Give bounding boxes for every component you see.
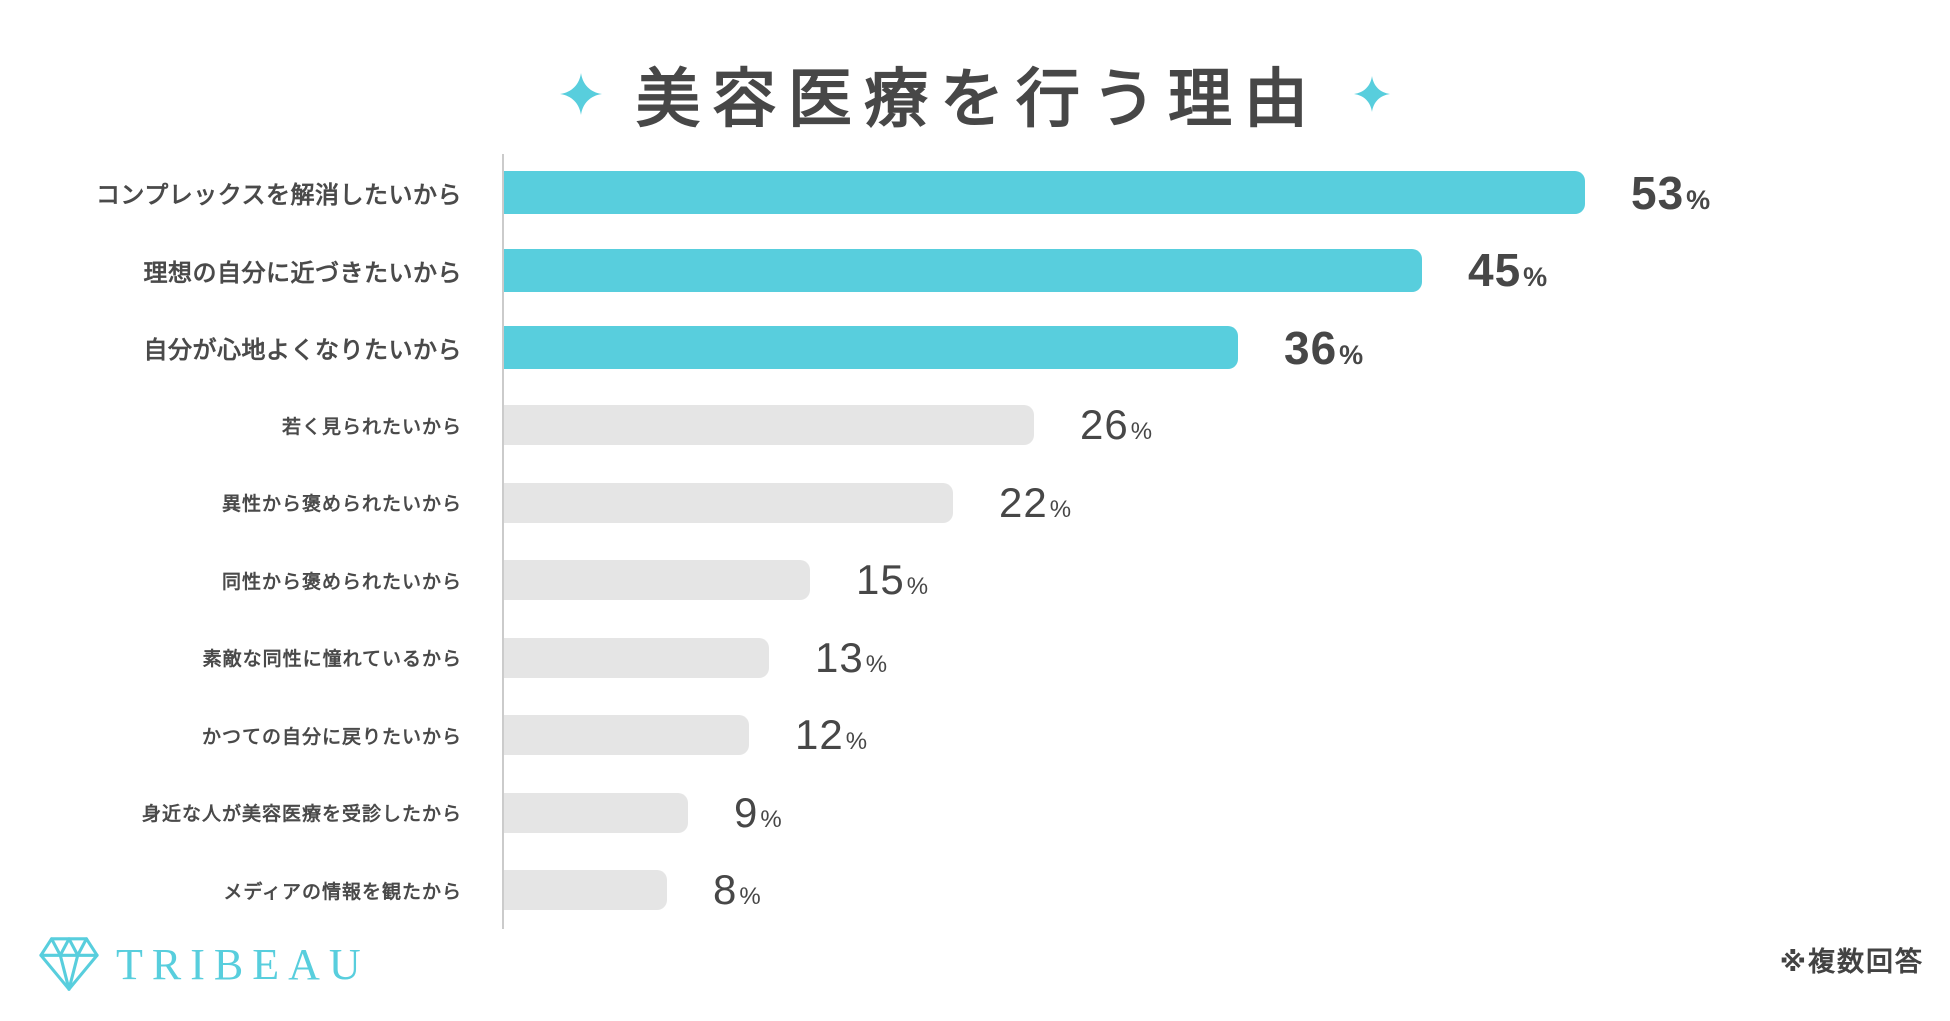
value-unit: %	[1686, 184, 1711, 215]
footnote: ※複数回答	[1779, 947, 1924, 977]
value-number: 12	[795, 711, 844, 759]
bar	[504, 405, 1034, 446]
bar	[504, 560, 810, 601]
bar-area: 26 %	[482, 401, 1950, 449]
bar	[504, 792, 688, 833]
value-unit: %	[1130, 418, 1153, 446]
bar	[504, 482, 953, 523]
page-title: 美容医療を行う理由	[636, 63, 1320, 135]
value-unit: %	[739, 883, 761, 911]
value-unit: %	[1339, 339, 1364, 370]
value-label: 53 %	[1631, 166, 1710, 220]
diamond-icon	[38, 935, 100, 993]
sparkle-icon	[1354, 72, 1390, 116]
category-label: 異性から褒められたいから	[221, 494, 462, 516]
brand-wordmark: TRIBEAU	[116, 939, 370, 989]
chart-row: 素敵な同性に憧れているから 13 %	[0, 619, 1950, 697]
chart-row: 異性から褒められたいから 22 %	[0, 464, 1950, 542]
bar-chart-rows: コンプレックスを解消したいから 53 % 理想の自分に近づきたいから 45 % …	[0, 154, 1950, 929]
bar-area: 53 %	[482, 166, 1950, 220]
value-number: 26	[1080, 401, 1129, 449]
chart-header: 美容医療を行う理由	[0, 0, 1950, 140]
brand-logo: TRIBEAU	[38, 935, 370, 993]
chart-row: 同性から褒められたいから 15 %	[0, 542, 1950, 620]
value-label: 26 %	[1080, 401, 1152, 449]
value-number: 9	[734, 788, 759, 836]
chart-row: かつての自分に戻りたいから 12 %	[0, 697, 1950, 775]
category-label: 若く見られたいから	[281, 416, 462, 438]
category-label: コンプレックスを解消したいから	[95, 182, 462, 210]
bar-chart: コンプレックスを解消したいから 53 % 理想の自分に近づきたいから 45 % …	[0, 154, 1950, 929]
bar-area: 22 %	[482, 479, 1950, 527]
chart-row: 自分が心地よくなりたいから 36 %	[0, 309, 1950, 387]
bar	[504, 715, 749, 756]
chart-row: 若く見られたいから 26 %	[0, 387, 1950, 465]
bar	[504, 326, 1238, 370]
value-number: 15	[856, 556, 905, 604]
value-number: 8	[713, 866, 738, 914]
chart-row: メディアの情報を観たから 8 %	[0, 852, 1950, 930]
value-number: 45	[1468, 244, 1522, 297]
bar-area: 8 %	[482, 866, 1950, 914]
category-label: 同性から褒められたいから	[221, 571, 462, 593]
bar	[504, 870, 667, 911]
bar-area: 45 %	[482, 243, 1950, 297]
bar-area: 13 %	[482, 634, 1950, 682]
value-unit: %	[1523, 262, 1548, 293]
bar	[504, 171, 1585, 215]
category-label: メディアの情報を観たから	[223, 881, 462, 903]
value-number: 53	[1631, 166, 1685, 219]
chart-row: コンプレックスを解消したいから 53 %	[0, 154, 1950, 232]
y-axis-line	[502, 154, 504, 929]
value-label: 12 %	[795, 711, 867, 759]
bar-area: 9 %	[482, 789, 1950, 837]
bar-area: 15 %	[482, 556, 1950, 604]
category-label: かつての自分に戻りたいから	[201, 726, 462, 748]
value-unit: %	[906, 573, 929, 601]
value-label: 45 %	[1468, 243, 1547, 297]
chart-row: 理想の自分に近づきたいから 45 %	[0, 232, 1950, 310]
value-label: 8 %	[713, 866, 761, 914]
value-number: 22	[999, 478, 1048, 526]
value-label: 15 %	[856, 556, 928, 604]
value-label: 13 %	[815, 634, 887, 682]
value-number: 36	[1284, 321, 1338, 374]
bar	[504, 637, 769, 678]
chart-row: 身近な人が美容医療を受診したから 9 %	[0, 774, 1950, 852]
category-label: 素敵な同性に憧れているから	[202, 649, 462, 671]
value-unit: %	[865, 650, 888, 678]
bar	[504, 248, 1422, 292]
value-label: 36 %	[1284, 321, 1363, 375]
value-unit: %	[845, 728, 868, 756]
value-unit: %	[1049, 495, 1072, 523]
category-label: 身近な人が美容医療を受診したから	[141, 804, 462, 826]
category-label: 理想の自分に近づきたいから	[143, 259, 462, 287]
value-number: 13	[815, 633, 864, 681]
bar-area: 36 %	[482, 321, 1950, 375]
value-label: 22 %	[999, 479, 1071, 527]
category-label: 自分が心地よくなりたいから	[143, 337, 462, 365]
bar-area: 12 %	[482, 711, 1950, 759]
value-unit: %	[760, 805, 782, 833]
value-label: 9 %	[734, 789, 782, 837]
sparkle-icon	[560, 69, 602, 119]
